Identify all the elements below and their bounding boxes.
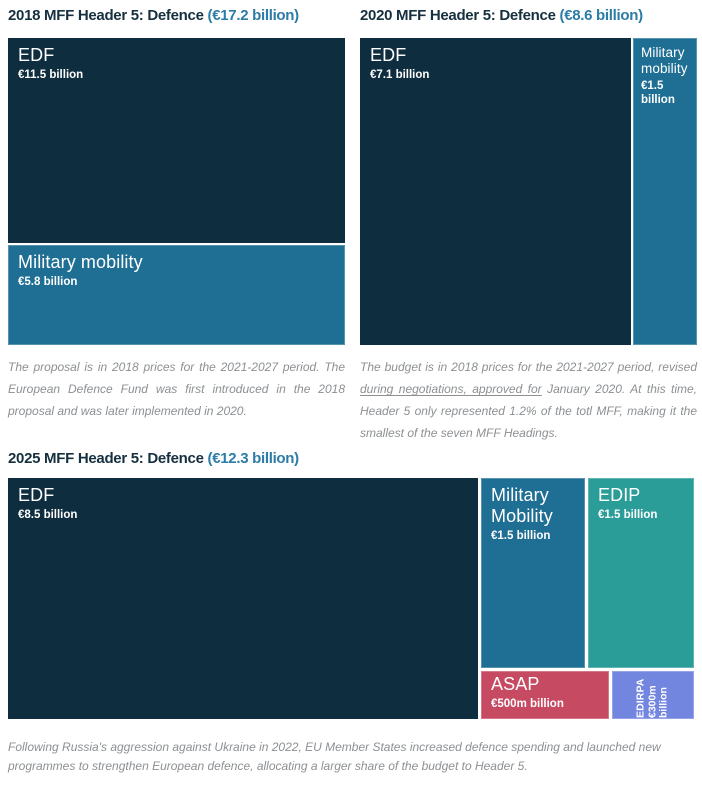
cell-label: EDF (18, 45, 55, 65)
cell-label: Military Mobility (491, 485, 553, 527)
treemap-cell-military-mobility-2018: Military mobility €5.8 billion (8, 245, 345, 345)
treemap-cell-military-mobility-2025: Military Mobility €1.5 billion (481, 478, 585, 668)
cell-label: EDIP (598, 485, 641, 505)
chart-title-2018-total: (€17.2 billion) (207, 7, 300, 24)
chart-title-2025-total: (€12.3 billion) (207, 450, 300, 467)
cell-value: €500m billion (491, 698, 564, 711)
treemap-cell-edirpa-2025: EDIRPA €300m billion (612, 671, 694, 719)
treemap-cell-asap-2025: ASAP €500m billion (481, 671, 609, 719)
footnote-2025: Following Russia's aggression against Uk… (8, 740, 661, 773)
treemap-cell-edip-2025: EDIP €1.5 billion (588, 478, 694, 668)
cell-value: €300m billion (646, 685, 670, 718)
chart-title-2018-text: 2018 MFF Header 5: Defence (8, 7, 204, 24)
treemap-cell-edf-2025: EDF €8.5 billion (8, 478, 478, 719)
cell-value: €8.5 billion (18, 509, 78, 522)
chart-title-2025: 2025 MFF Header 5: Defence (€12.3 billio… (8, 450, 299, 467)
treemap-cell-edf-2020: EDF €7.1 billion (360, 38, 631, 345)
footnote-2020-underlined: during negotiations, approved for (360, 382, 542, 396)
cell-value: €1.5 billion (641, 79, 675, 107)
treemap-cell-edf-2018: EDF €11.5 billion (8, 38, 345, 243)
edirpa-vertical-text: EDIRPA €300m billion (634, 672, 671, 719)
chart-title-2025-text: 2025 MFF Header 5: Defence (8, 450, 204, 467)
treemap-cell-military-mobility-2020: Military mobility €1.5 billion (633, 38, 697, 345)
cell-label: EDF (370, 45, 407, 65)
chart-title-2018: 2018 MFF Header 5: Defence (€17.2 billio… (8, 7, 299, 24)
cell-value: €7.1 billion (370, 69, 430, 82)
chart-title-2020-text: 2020 MFF Header 5: Defence (360, 7, 556, 24)
footnote-2020-post: January 2020. At this time, Header 5 onl… (360, 382, 697, 440)
footnote-2018: The proposal is in 2018 prices for the 2… (8, 360, 345, 418)
footnote-2020: The budget is in 2018 prices for the 202… (360, 356, 697, 444)
cell-value: €11.5 billion (18, 69, 84, 82)
chart-title-2020: 2020 MFF Header 5: Defence (€8.6 billion… (360, 7, 643, 24)
cell-value: €1.5 billion (598, 509, 658, 522)
treemap-2018: EDF €11.5 billion Military mobility €5.8… (8, 38, 345, 345)
treemap-2020: EDF €7.1 billion Military mobility €1.5 … (360, 38, 697, 345)
cell-value: €1.5 billion (491, 530, 551, 543)
cell-label: ASAP (491, 674, 540, 694)
treemap-2025: EDF €8.5 billion Military Mobility €1.5 … (8, 478, 694, 719)
footnote-2020-pre: The budget is in 2018 prices for the 202… (360, 360, 697, 374)
cell-value: €5.8 billion (18, 276, 78, 289)
cell-label: EDF (18, 485, 55, 505)
cell-label: Military mobility (641, 45, 688, 76)
cell-label: EDIRPA (634, 678, 647, 719)
cell-label: Military mobility (18, 252, 143, 272)
chart-title-2020-total: (€8.6 billion) (559, 7, 644, 24)
